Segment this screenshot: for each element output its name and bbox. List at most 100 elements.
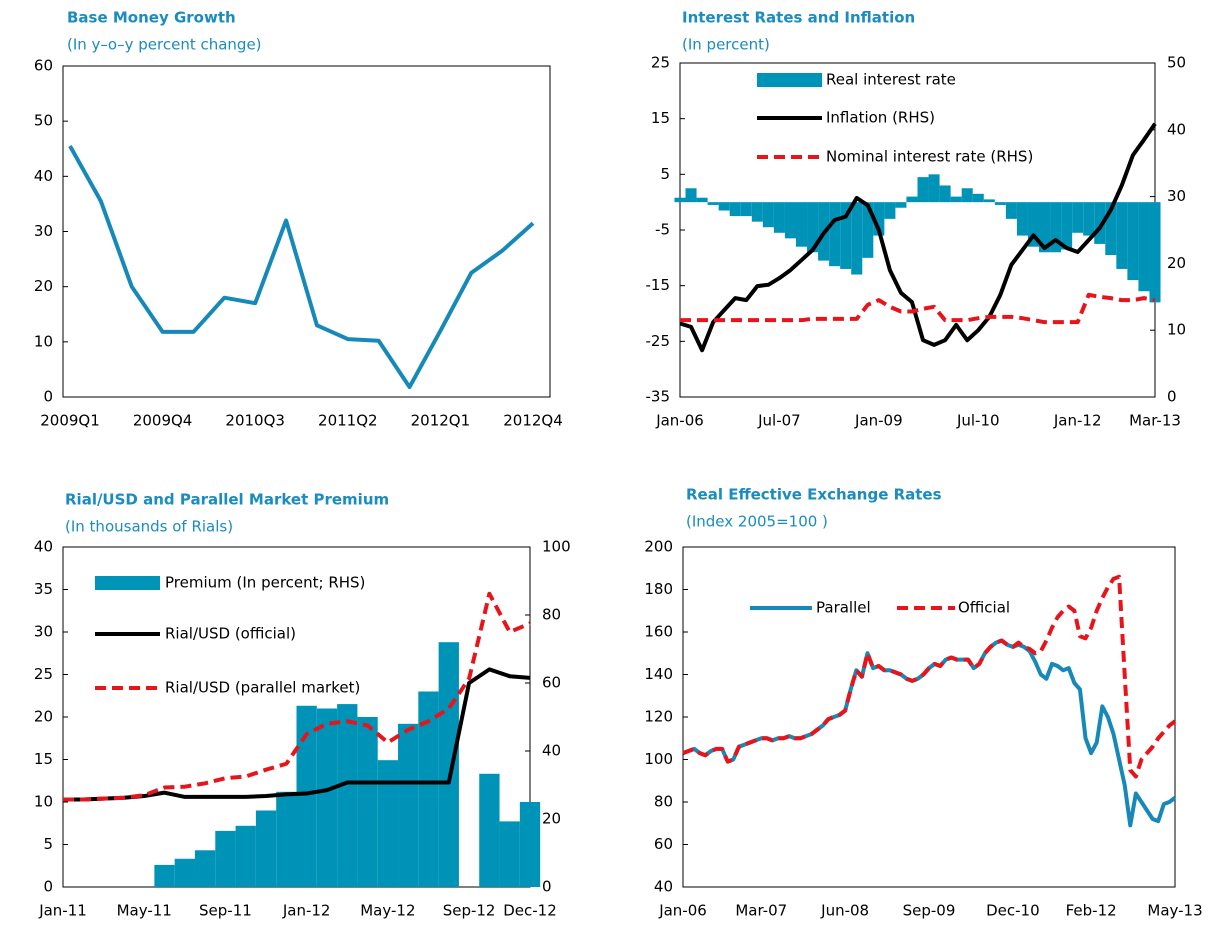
bar bbox=[154, 864, 175, 887]
y-tick-label: 25 bbox=[34, 665, 53, 683]
x-tick-label: 2009Q4 bbox=[133, 412, 193, 430]
y-tick-label: -35 bbox=[646, 388, 671, 406]
y-tick-label: 15 bbox=[651, 109, 670, 127]
bar bbox=[296, 705, 317, 887]
legend-label: Rial/USD (official) bbox=[165, 625, 296, 643]
bar bbox=[194, 850, 216, 887]
x-tick-label: 2010Q3 bbox=[225, 412, 285, 430]
y-tick-label: 100 bbox=[644, 750, 673, 768]
chart-title: Interest Rates and Inflation bbox=[682, 9, 915, 27]
chart-title: Base Money Growth bbox=[67, 9, 236, 27]
line bbox=[68, 145, 535, 390]
bar bbox=[762, 202, 774, 228]
y2-tick-label: 0 bbox=[1167, 388, 1177, 406]
x-tick-label: Mar-13 bbox=[1129, 412, 1181, 430]
line bbox=[63, 591, 531, 802]
bar bbox=[718, 202, 730, 211]
legend-label: Official bbox=[958, 599, 1010, 617]
y-tick-label: 40 bbox=[34, 167, 53, 185]
x-tick-label: 2012Q4 bbox=[503, 412, 563, 430]
x-tick-label: Jul-07 bbox=[757, 412, 801, 430]
bar bbox=[519, 802, 541, 887]
bar bbox=[174, 858, 195, 887]
bar bbox=[795, 202, 808, 247]
legend-label: Premium (In percent; RHS) bbox=[165, 574, 365, 592]
bar bbox=[1127, 202, 1139, 281]
x-tick-label: Jan-06 bbox=[658, 902, 707, 920]
bar bbox=[1005, 202, 1017, 219]
bar bbox=[1116, 202, 1128, 269]
bar bbox=[499, 821, 520, 887]
x-tick-label: Sep-11 bbox=[199, 902, 252, 920]
bar bbox=[707, 202, 719, 205]
x-tick-label: Jun-08 bbox=[820, 902, 869, 920]
bar bbox=[316, 708, 338, 887]
x-tick-label: Jan-09 bbox=[854, 412, 903, 430]
y-tick-label: 160 bbox=[644, 623, 673, 641]
y-tick-label: 20 bbox=[34, 277, 53, 295]
y-tick-label: 5 bbox=[660, 165, 670, 183]
y-tick-label: 30 bbox=[34, 623, 53, 641]
bar bbox=[1083, 202, 1095, 236]
bar bbox=[479, 773, 500, 887]
bar bbox=[337, 704, 358, 887]
bar bbox=[377, 760, 399, 887]
x-tick-label: Sep-09 bbox=[903, 902, 956, 920]
bar bbox=[740, 202, 752, 217]
bar bbox=[1016, 202, 1028, 236]
bar bbox=[906, 196, 918, 203]
x-tick-label: Jan-12 bbox=[282, 902, 331, 920]
y-tick-label: 25 bbox=[651, 54, 670, 72]
legend-label: Rial/USD (parallel market) bbox=[165, 679, 360, 697]
y2-tick-label: 50 bbox=[1167, 54, 1186, 72]
bar bbox=[784, 202, 796, 239]
y2-tick-label: 20 bbox=[1167, 254, 1186, 272]
bar bbox=[357, 717, 378, 887]
x-tick-label: Feb-12 bbox=[1066, 902, 1117, 920]
chart-subtitle: (In y–o–y percent change) bbox=[67, 36, 262, 54]
x-tick-label: Dec-12 bbox=[503, 902, 557, 920]
chart-title: Rial/USD and Parallel Market Premium bbox=[65, 491, 389, 509]
legend-label: Parallel bbox=[816, 599, 871, 617]
y-tick-label: 200 bbox=[644, 538, 673, 556]
bar bbox=[917, 177, 929, 203]
y-tick-label: 60 bbox=[654, 835, 673, 853]
bar bbox=[983, 199, 995, 203]
line bbox=[679, 122, 1157, 353]
y2-tick-label: 80 bbox=[542, 606, 561, 624]
x-tick-label: 2012Q1 bbox=[411, 412, 471, 430]
bar bbox=[1050, 202, 1062, 253]
x-tick-label: 2011Q2 bbox=[318, 412, 378, 430]
bar bbox=[807, 202, 819, 253]
y-tick-label: 35 bbox=[34, 580, 53, 598]
bar bbox=[950, 196, 962, 203]
bar bbox=[895, 202, 907, 208]
y-tick-label: 120 bbox=[644, 708, 673, 726]
y-tick-label: 10 bbox=[34, 332, 53, 350]
chart-title: Real Effective Exchange Rates bbox=[686, 486, 942, 504]
y2-tick-label: 30 bbox=[1167, 187, 1186, 205]
y-tick-label: 15 bbox=[34, 750, 53, 768]
y-tick-label: 140 bbox=[644, 665, 673, 683]
x-tick-label: May-13 bbox=[1147, 902, 1202, 920]
y-tick-label: 10 bbox=[34, 793, 53, 811]
bar bbox=[1105, 202, 1117, 256]
x-tick-label: May-12 bbox=[360, 902, 415, 920]
bar bbox=[1039, 202, 1051, 253]
x-tick-label: Dec-10 bbox=[986, 902, 1040, 920]
bar bbox=[674, 197, 686, 203]
bar bbox=[751, 202, 763, 222]
y-tick-label: 30 bbox=[34, 222, 53, 240]
y-tick-label: 40 bbox=[34, 538, 53, 556]
legend-swatch bbox=[757, 73, 822, 87]
chart-subtitle: (In percent) bbox=[682, 36, 770, 54]
bar bbox=[696, 197, 708, 203]
x-tick-label: Jan-11 bbox=[38, 902, 87, 920]
bar bbox=[255, 810, 277, 887]
bar bbox=[215, 830, 236, 887]
bar bbox=[972, 193, 984, 203]
chart-subtitle: (Index 2005=100 ) bbox=[686, 513, 828, 531]
x-tick-label: Sep-12 bbox=[443, 902, 496, 920]
